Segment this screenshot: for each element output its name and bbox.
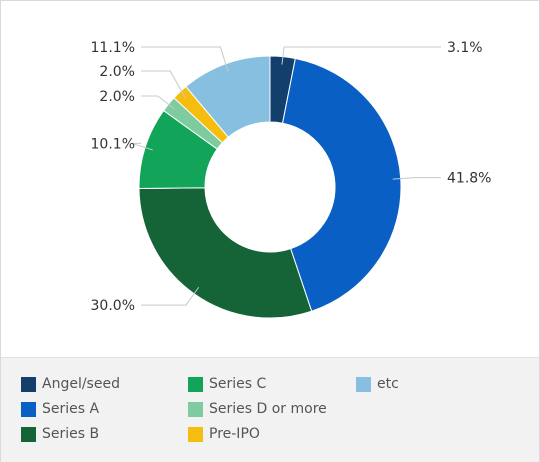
legend-item: Pre-IPO: [188, 425, 260, 443]
legend-label: etc: [377, 376, 399, 392]
leader-line-2: [141, 286, 200, 306]
legend-swatch: [188, 426, 203, 442]
value-label-3: 10.1%: [91, 136, 135, 152]
value-label-2: 30.0%: [91, 298, 135, 314]
leader-line-6: [141, 46, 229, 72]
legend-swatch: [21, 401, 36, 417]
legend: Angel/seed Series A Series B Series C Series…: [1, 357, 539, 462]
slice-1: [281, 57, 402, 312]
legend-swatch: [21, 376, 36, 392]
leader-line-0: [281, 46, 441, 65]
leader-line-5: [141, 70, 186, 99]
leader-line-3: [131, 142, 153, 151]
legend-label: Pre-IPO: [209, 426, 260, 442]
legend-label: Series C: [209, 376, 267, 392]
legend-swatch: [188, 401, 203, 417]
legend-label: Series D or more: [209, 401, 327, 417]
donut-chart: 3.1% 41.8% 30.0% 10.1% 2.0% 2.0% 11.1%: [91, 40, 491, 319]
legend-swatch: [188, 376, 203, 392]
chart-area: 3.1% 41.8% 30.0% 10.1% 2.0% 2.0% 11.1%: [1, 1, 539, 357]
legend-item: etc: [356, 375, 399, 393]
value-label-6: 11.1%: [91, 40, 135, 56]
legend-swatch: [356, 376, 371, 392]
slice-6: [185, 55, 271, 138]
legend-item: Series B: [21, 425, 99, 443]
legend-label: Series B: [42, 426, 100, 442]
legend-item: Series A: [21, 400, 99, 418]
value-label-5: 2.0%: [99, 64, 135, 80]
legend-label: Angel/seed: [42, 376, 120, 392]
legend-label: Series A: [42, 401, 100, 417]
legend-item: Series C: [188, 375, 266, 393]
leader-line-4: [141, 95, 176, 110]
legend-item: Series D or more: [188, 400, 327, 418]
value-label-4: 2.0%: [99, 89, 135, 105]
leader-line-1: [392, 177, 441, 180]
legend-item: Angel/seed: [21, 375, 120, 393]
slice-2: [138, 187, 313, 319]
legend-swatch: [21, 426, 36, 442]
value-label-1: 41.8%: [447, 171, 491, 187]
value-label-0: 3.1%: [447, 40, 483, 56]
